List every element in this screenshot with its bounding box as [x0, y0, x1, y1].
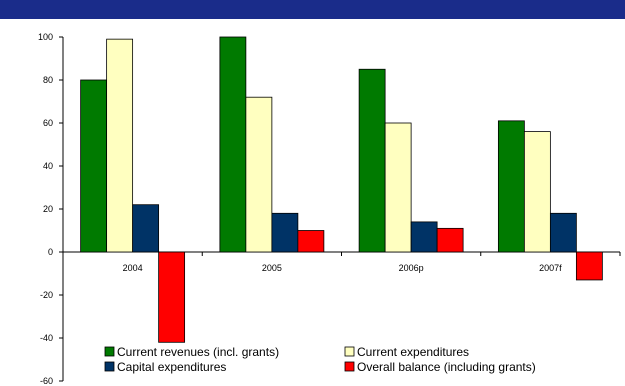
y-axis-ticks: 100 80 60 40 20 0 -20 -40 -60 — [38, 32, 63, 386]
bar-2007f-series-1 — [523, 131, 551, 253]
bar-2005-series-1 — [245, 96, 273, 253]
y-tick-label: 80 — [43, 75, 53, 85]
legend-label-3: Overall balance (including grants) — [357, 360, 536, 374]
bar-2005-series-2 — [271, 212, 299, 253]
bar-2006p-series-2 — [410, 221, 438, 253]
bar-2005-series-3 — [297, 230, 325, 253]
x-tick-label: 2004 — [123, 263, 143, 273]
x-tick-label: 2007f — [539, 263, 562, 273]
legend-label-1: Current expenditures — [357, 345, 469, 359]
legend-label-2: Capital expenditures — [117, 360, 226, 374]
bar-2004-series-2 — [132, 204, 160, 253]
header-band — [0, 0, 625, 19]
bar-2007f-series-2 — [549, 212, 577, 253]
legend-swatch-3 — [344, 361, 355, 372]
legend-label-0: Current revenues (incl. grants) — [117, 345, 279, 359]
bar-2004-series-0 — [80, 79, 108, 253]
bar-2006p-series-3 — [436, 227, 464, 253]
bar-2007f-series-3 — [575, 251, 603, 281]
legend-swatch-1 — [344, 346, 355, 357]
bar-2004-series-3 — [158, 251, 186, 343]
x-tick-label: 2005 — [262, 263, 282, 273]
bar-2004-series-1 — [106, 38, 134, 253]
bars — [80, 36, 603, 343]
bar-2006p-series-1 — [384, 122, 412, 253]
x-tick-label: 2006p — [399, 263, 424, 273]
legend: Current revenues (incl. grants) Current e… — [104, 345, 536, 374]
legend-swatch-2 — [104, 361, 115, 372]
bar-2007f-series-0 — [497, 120, 525, 253]
bar-2006p-series-0 — [358, 68, 386, 253]
y-tick-label: 40 — [43, 161, 53, 171]
legend-swatch-0 — [104, 346, 115, 357]
x-axis-labels: 2004 2005 2006p 2007f — [123, 263, 563, 273]
y-tick-label: -60 — [40, 376, 53, 386]
y-tick-label: 0 — [48, 247, 53, 257]
y-tick-label: -40 — [40, 333, 53, 343]
y-tick-label: 100 — [38, 32, 53, 42]
y-tick-label: -20 — [40, 290, 53, 300]
y-tick-label: 60 — [43, 118, 53, 128]
bar-2005-series-0 — [219, 36, 247, 253]
y-tick-label: 20 — [43, 204, 53, 214]
